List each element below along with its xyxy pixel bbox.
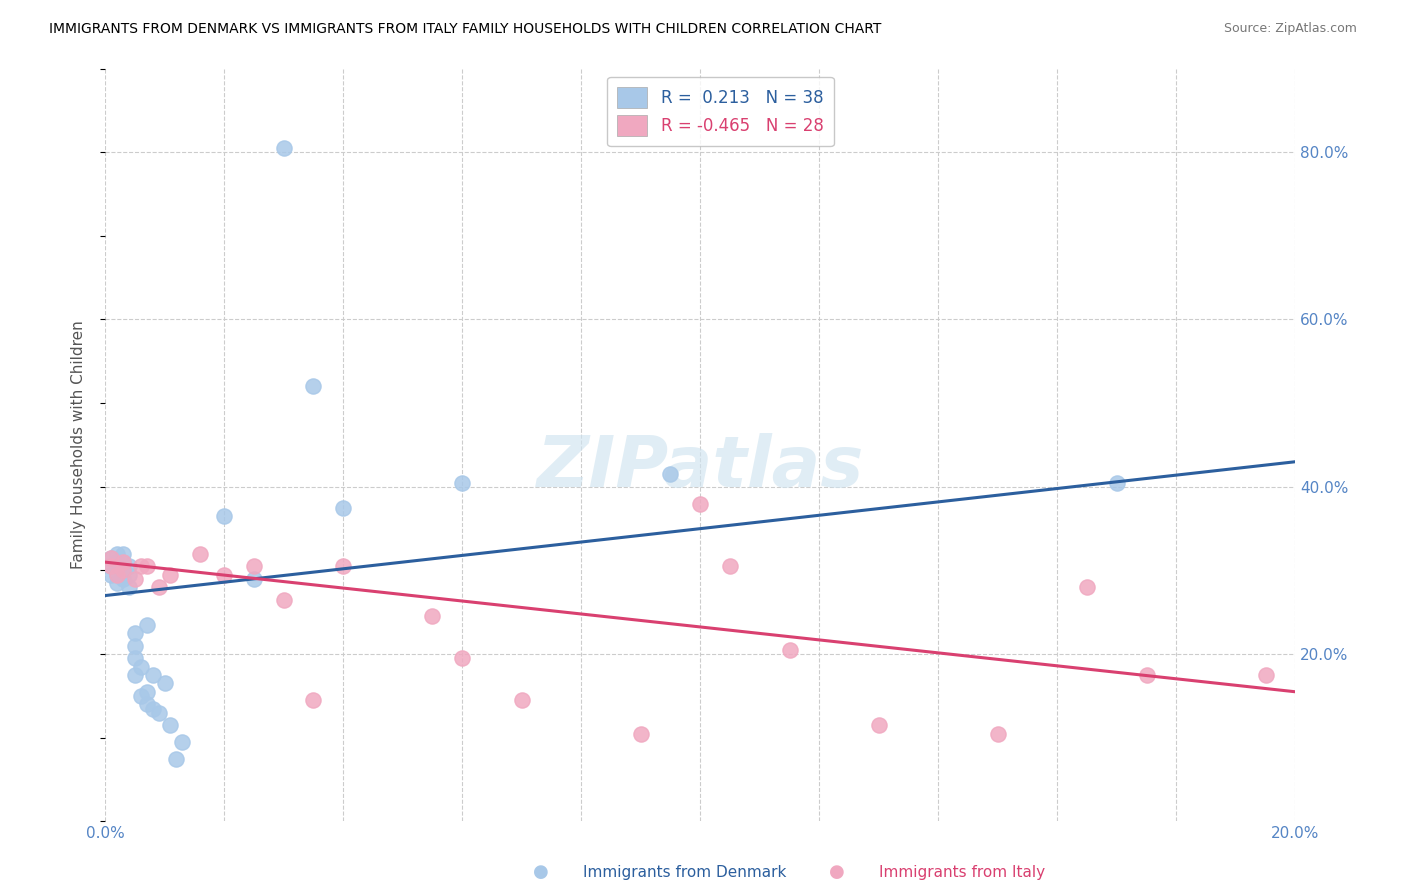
Point [212,509,235,524]
Point [118,567,141,582]
Point [987,726,1010,740]
Point [100,559,122,574]
Text: Immigrants from Denmark: Immigrants from Denmark [583,865,787,880]
Point [451,475,474,490]
Point [111,564,134,578]
Text: Source: ZipAtlas.com: Source: ZipAtlas.com [1223,22,1357,36]
Point [1136,668,1159,682]
Point [142,701,165,715]
Point [868,718,890,732]
Point [273,141,295,155]
Point [118,580,141,594]
Point [510,693,533,707]
Point [142,668,165,682]
Point [1076,580,1098,594]
Text: ●: ● [828,863,845,881]
Point [105,567,128,582]
Point [302,379,325,393]
Point [111,564,134,578]
Text: Immigrants from Italy: Immigrants from Italy [879,865,1045,880]
Point [124,651,146,665]
Point [124,668,146,682]
Point [332,559,354,574]
Point [124,639,146,653]
Text: IMMIGRANTS FROM DENMARK VS IMMIGRANTS FROM ITALY FAMILY HOUSEHOLDS WITH CHILDREN: IMMIGRANTS FROM DENMARK VS IMMIGRANTS FR… [49,22,882,37]
Point [135,685,157,699]
Point [135,698,157,712]
Point [124,572,146,586]
Point [630,726,652,740]
Y-axis label: Family Households with Children: Family Households with Children [72,320,86,569]
Point [188,547,211,561]
Point [159,718,181,732]
Point [105,547,128,561]
Point [243,559,266,574]
Point [1254,668,1277,682]
Point [148,706,170,720]
Point [100,550,122,565]
Text: ZIPatlas: ZIPatlas [537,434,863,502]
Point [172,735,194,749]
Point [118,559,141,574]
Point [111,572,134,586]
Point [111,547,134,561]
Point [302,693,325,707]
Point [105,567,128,582]
Point [718,559,741,574]
Point [332,500,354,515]
Point [100,567,122,582]
Point [111,555,134,569]
Legend: R =  0.213   N = 38, R = -0.465   N = 28: R = 0.213 N = 38, R = -0.465 N = 28 [607,77,834,146]
Point [159,567,181,582]
Point [135,618,157,632]
Point [100,550,122,565]
Point [659,467,682,482]
Point [1105,475,1128,490]
Point [124,626,146,640]
Point [451,651,474,665]
Point [779,643,801,657]
Point [129,689,152,703]
Point [105,555,128,569]
Point [212,567,235,582]
Point [689,497,711,511]
Point [129,659,152,673]
Point [165,752,187,766]
Point [273,592,295,607]
Point [243,572,266,586]
Point [422,609,444,624]
Point [111,555,134,569]
Point [148,580,170,594]
Point [135,559,157,574]
Point [105,576,128,591]
Point [153,676,176,690]
Text: ●: ● [533,863,550,881]
Point [129,559,152,574]
Point [100,559,122,574]
